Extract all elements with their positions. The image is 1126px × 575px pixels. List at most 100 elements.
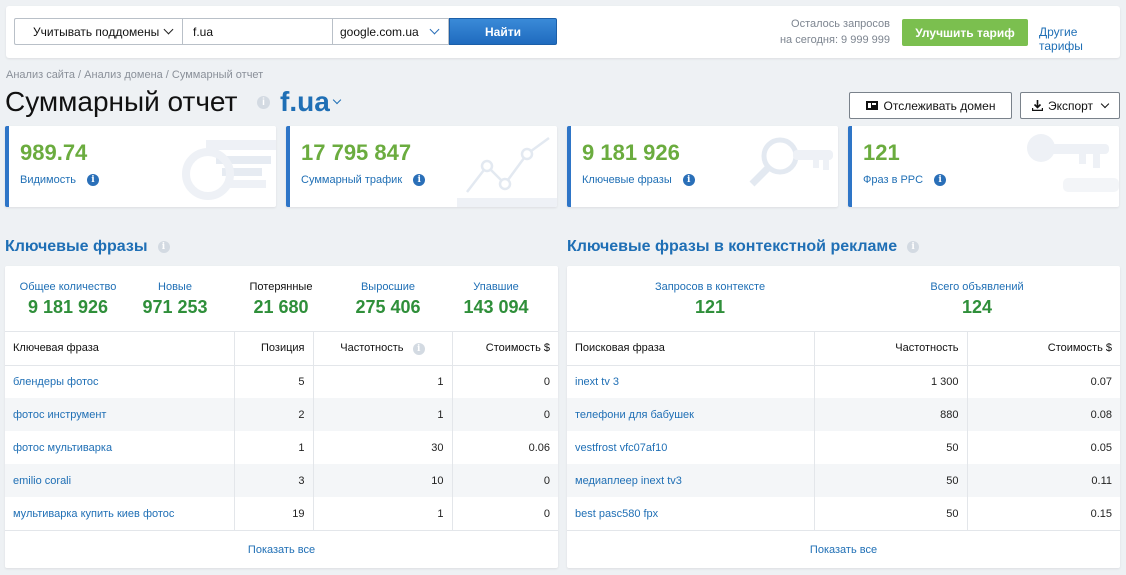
cost-cell: 0.05 [966, 431, 1120, 464]
table-row: emilio corali 3 10 0 [5, 464, 558, 497]
frequency-cell: 30 [312, 431, 452, 464]
info-icon[interactable]: i [934, 174, 947, 186]
info-icon[interactable]: i [413, 174, 426, 186]
keyword-link[interactable]: emilio corali [5, 464, 234, 497]
metric-label: Потерянные [249, 281, 313, 293]
info-icon[interactable]: i [907, 241, 920, 253]
keywords-table: Ключевая фраза Позиция Частотность i Сто… [5, 332, 558, 530]
search-engine-select[interactable]: google.com.ua [332, 18, 449, 45]
metric-label: Запросов в контексте [654, 281, 766, 293]
keyword-link[interactable]: vestfrost vfc07af10 [575, 441, 668, 454]
cost-cell: 0 [451, 497, 558, 530]
export-button[interactable]: Экспорт [1020, 92, 1120, 119]
position-cell: 2 [233, 398, 313, 431]
track-domain-label: Отслеживать домен [883, 98, 996, 113]
info-icon[interactable]: i [87, 174, 99, 186]
visibility-label: Видимость [20, 174, 76, 186]
table-row: inext tv 3 1 300 0.07 [567, 365, 1120, 398]
show-all-keywords-link[interactable]: Показать все [247, 544, 316, 556]
show-all-ppc-link[interactable]: Показать все [809, 544, 878, 556]
metric-value: 9 181 926 [27, 297, 109, 317]
cost-cell: 0.06 [451, 431, 558, 464]
table-row: медиаплеер inext tv3 50 0.11 [567, 464, 1120, 497]
metric-value: 121 [694, 297, 726, 317]
traffic-value: 17 795 847 [301, 140, 412, 165]
page-title: Суммарный отчет [5, 86, 238, 117]
ppc-metrics: Запросов в контексте 121 Всего объявлени… [567, 266, 1120, 332]
frequency-cell: 1 [312, 398, 452, 431]
cost-cell: 0 [451, 398, 558, 431]
card-traffic: 17 795 847 Суммарный трафик i [286, 126, 557, 207]
domain-input[interactable] [182, 18, 333, 45]
keywords-section-title: Ключевые фразы i [5, 238, 170, 256]
card-ppc: 121 Фраз в PPC i [848, 126, 1119, 207]
monitor-icon [865, 101, 878, 110]
metric-label: Общее количество [19, 281, 117, 293]
column-header-frequency[interactable]: Частотность i [312, 332, 452, 366]
quota-info: Осталось запросов на сегодня: 9 999 999 [746, 16, 890, 48]
domain-switcher[interactable]: f.ua [280, 86, 330, 117]
subdomains-select[interactable]: Учитывать поддомены [14, 18, 182, 45]
metric-grown[interactable]: Выросшие 275 406 [346, 281, 430, 318]
column-header-cost[interactable]: Стоимость $ [966, 332, 1120, 366]
keyword-link[interactable]: мультиварка купить киев фотос [13, 507, 175, 520]
info-icon[interactable]: i [412, 342, 425, 355]
visibility-value: 989.74 [20, 140, 88, 165]
metric-total[interactable]: Общее количество 9 181 926 [18, 281, 118, 318]
ppc-section-title: Ключевые фразы в контекстной рекламе i [567, 238, 920, 256]
keyword-link[interactable]: телефони для бабушек [567, 398, 814, 431]
frequency-cell: 50 [813, 431, 967, 464]
position-cell: 19 [233, 497, 313, 530]
info-icon[interactable]: i [682, 174, 695, 186]
table-row: телефони для бабушек 880 0.08 [567, 398, 1120, 431]
search-bar: Учитывать поддомены google.com.ua Найти … [6, 6, 1120, 58]
table-row: best pasc580 fpx 50 0.15 [567, 497, 1120, 530]
column-header-cost[interactable]: Стоимость $ [451, 332, 558, 366]
breadcrumb: Анализ сайта / Анализ домена / Суммарный… [6, 69, 264, 81]
export-label: Экспорт [1047, 98, 1094, 113]
info-icon[interactable]: i [257, 96, 270, 109]
cost-cell: 0.08 [966, 398, 1120, 431]
keyword-link[interactable]: inext tv 3 [575, 375, 620, 388]
download-icon [1031, 100, 1043, 111]
chevron-down-icon [332, 95, 342, 105]
keyword-link[interactable]: фотос инструмент [5, 398, 234, 431]
metric-lost: Потерянные 21 680 [241, 281, 321, 318]
cost-cell: 0 [451, 365, 558, 398]
metric-total-ads[interactable]: Всего объявлений 124 [912, 281, 1042, 318]
column-header-frequency-label: Частотность [340, 341, 404, 354]
column-header-frequency[interactable]: Частотность [813, 332, 967, 366]
keyword-link[interactable]: блендеры фотос [13, 375, 99, 388]
frequency-cell: 50 [813, 464, 967, 497]
traffic-label: Суммарный трафик [301, 174, 403, 186]
metric-new[interactable]: Новые 971 253 [133, 281, 217, 318]
visibility-illustration-icon [182, 140, 276, 200]
keyword-link[interactable]: best pasc580 fpx [575, 507, 659, 520]
find-button[interactable]: Найти [449, 18, 557, 45]
table-row: vestfrost vfc07af10 50 0.05 [567, 431, 1120, 464]
upgrade-tariff-button[interactable]: Улучшить тариф [902, 19, 1028, 46]
keywords-value: 9 181 926 [582, 140, 680, 165]
column-header-position[interactable]: Позиция [233, 332, 313, 366]
metric-fallen[interactable]: Упавшие 143 094 [454, 281, 538, 318]
position-cell: 3 [233, 464, 313, 497]
keyword-link[interactable]: фотос мультиварка [13, 441, 113, 454]
other-tariffs-link[interactable]: Другие тарифы [1039, 25, 1083, 53]
keyword-link[interactable]: медиаплеер inext tv3 [567, 464, 814, 497]
ppc-value: 121 [863, 140, 900, 165]
metric-context-queries[interactable]: Запросов в контексте 121 [645, 281, 775, 318]
position-cell: 5 [233, 365, 313, 398]
metric-label: Выросшие [360, 281, 416, 293]
subdomains-select-label: Учитывать поддомены [33, 24, 160, 39]
column-header-phrase[interactable]: Ключевая фраза [5, 332, 234, 366]
metric-value: 21 680 [253, 297, 309, 317]
keywords-label: Ключевые фразы [582, 174, 672, 186]
frequency-cell: 10 [312, 464, 452, 497]
column-header-phrase[interactable]: Поисковая фраза [567, 332, 814, 366]
track-domain-button[interactable]: Отслеживать домен [849, 92, 1012, 119]
frequency-cell: 880 [813, 398, 967, 431]
keywords-panel: Общее количество 9 181 926 Новые 971 253… [5, 266, 558, 568]
cost-cell: 0.15 [966, 497, 1120, 530]
info-icon[interactable]: i [157, 241, 170, 253]
keywords-metrics: Общее количество 9 181 926 Новые 971 253… [5, 266, 558, 332]
